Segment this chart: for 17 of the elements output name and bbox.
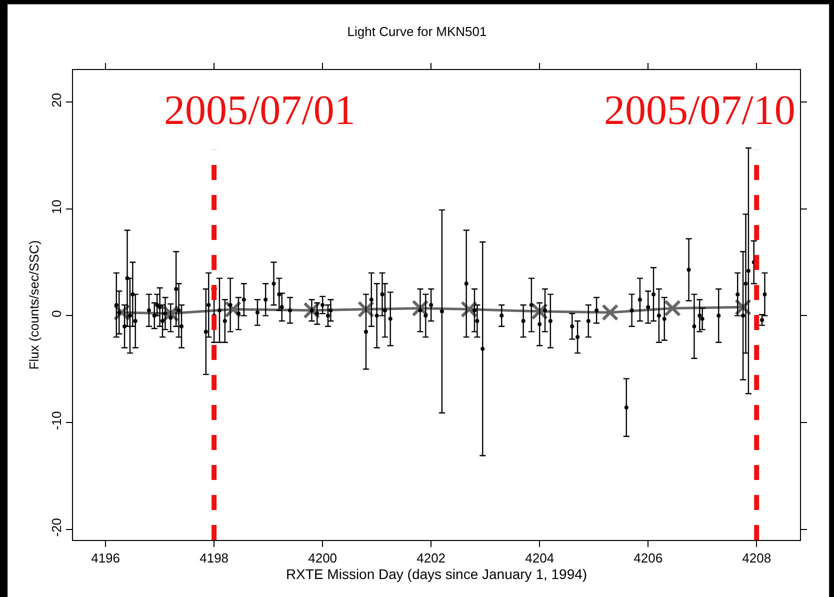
annotation: 2005/07/01 [164,88,356,134]
annotation: 2005/07/10 [604,88,796,134]
y-tick-label: 0 [48,310,64,318]
y-tick-label: 10 [48,200,64,214]
chart-title: Light Curve for MKN501 [347,24,487,39]
x-axis-title: RXTE Mission Day (days since January 1, 1994) [286,566,588,582]
x-tick-label: 4202 [416,550,446,566]
x-tick-label: 4206 [634,550,663,566]
y-tick-label: -20 [48,518,64,537]
y-tick-label: 20 [48,92,64,108]
x-tick-label: 4196 [91,550,120,566]
y-axis-title: Flux (counts/sec/SSC) [26,240,42,370]
x-tick-label: 4198 [200,550,229,566]
x-tick-label: 4200 [308,550,338,566]
x-tick-label: 4208 [742,550,772,566]
y-tick-label: -10 [48,411,64,430]
x-tick-label: 4204 [525,550,554,566]
